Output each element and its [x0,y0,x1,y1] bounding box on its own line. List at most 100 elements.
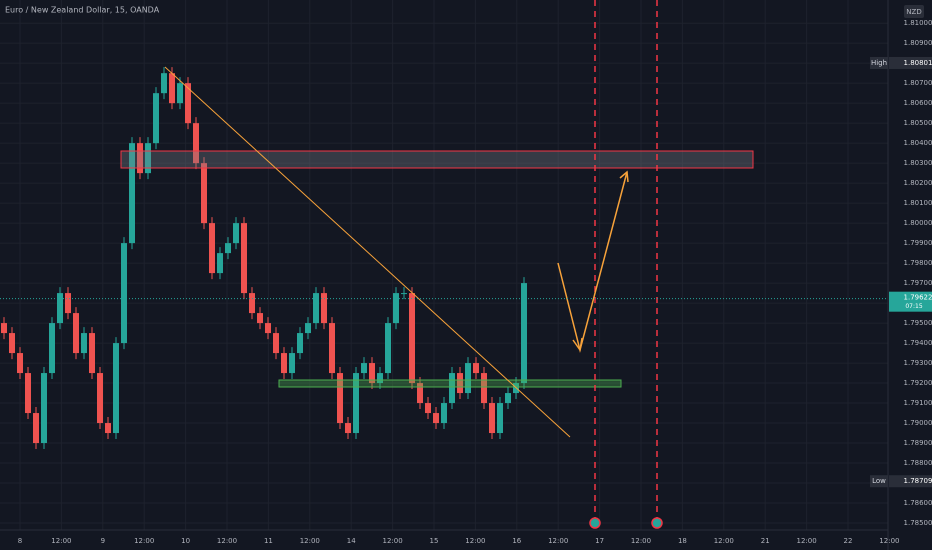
currency-button[interactable] [904,5,924,18]
candle-body [441,403,447,424]
candle-body [49,323,55,374]
candle-body [25,373,31,414]
support-zone [278,379,622,388]
candle-body [145,143,151,174]
resistance-zone [120,150,754,169]
event-marker[interactable] [651,517,663,529]
candle-body [97,373,103,424]
price-tag-label-bg [870,56,888,69]
x-tick-label: 17 [595,537,604,545]
y-tick-label: 1.80600 [904,99,932,107]
price-tag [889,56,932,69]
candle-body [449,373,455,404]
last-price-tag [889,291,932,312]
y-tick-label: 1.80700 [904,79,932,87]
last-price: 1.79622 [904,294,932,302]
countdown: 07:15 [905,303,922,310]
candle-body [473,363,479,374]
x-tick-label: 12:00 [714,537,734,545]
y-tick-label: 1.78500 [904,519,932,527]
y-tick-label: 1.79800 [904,259,932,267]
y-tick-label: 1.80300 [904,159,932,167]
candle-body [337,373,343,424]
y-tick-label: 1.81000 [904,19,932,27]
candle-body [57,293,63,324]
x-tick-label: 12:00 [134,537,154,545]
x-tick-label: 12:00 [300,537,320,545]
x-tick-label: 12:00 [217,537,237,545]
candle-body [465,363,471,394]
candle-body [505,393,511,404]
x-tick-label: 12:00 [548,537,568,545]
y-tick-label: 1.79100 [904,399,932,407]
candle-body [113,343,119,434]
arrow-head [619,170,629,183]
candle-body [33,413,39,444]
x-tick-label: 15 [430,537,439,545]
price-tag-label-bg [870,475,888,488]
candle-body [321,293,327,324]
price-tag [889,475,932,488]
candle-body [193,123,199,164]
candle-body [105,423,111,434]
y-tick-label: 1.79700 [904,279,932,287]
candle-body [241,223,247,294]
candle-body [369,363,375,384]
candle-body [137,143,143,174]
candle-body [209,223,215,274]
x-tick-label: 12:00 [797,537,817,545]
price-tag-value: 1.78709 [904,477,932,485]
x-tick-label: 11 [264,537,273,545]
x-tick-label: 8 [18,537,22,545]
candle-body [385,323,391,374]
candle-body [281,353,287,374]
x-tick-label: 14 [347,537,356,545]
y-tick-label: 1.79300 [904,359,932,367]
x-tick-label: 12:00 [631,537,651,545]
candle-body [217,253,223,274]
price-tag-value: 1.80801 [904,59,932,67]
x-tick-label: 12:00 [465,537,485,545]
candle-body [169,73,175,104]
arrow-head [572,337,583,352]
candle-body [393,293,399,324]
y-tick-label: 1.79000 [904,419,932,427]
x-tick-label: 12:00 [51,537,71,545]
candle-body [17,353,23,374]
candle-body [417,383,423,404]
x-tick-label: 16 [512,537,521,545]
candle-body [89,333,95,374]
x-tick-label: 12:00 [879,537,899,545]
candle-body [273,333,279,354]
candle-body [1,323,7,334]
candle-body [81,333,87,354]
x-tick-label: 18 [678,537,687,545]
y-tick-label: 1.80900 [904,39,932,47]
candle-body [265,323,271,334]
candle-body [497,403,503,434]
candle-body [73,313,79,354]
candle-body [377,373,383,384]
chart-title: Euro / New Zealand Dollar, 15, OANDA [5,6,160,15]
price-tag-label: High [871,59,887,67]
y-tick-label: 1.79200 [904,379,932,387]
candle-body [153,93,159,144]
candle-body [121,243,127,344]
x-tick-label: 21 [761,537,770,545]
currency: NZD [906,8,921,16]
candle-body [489,403,495,434]
candle-body [41,373,47,444]
x-tick-label: 12:00 [383,537,403,545]
candle-body [185,83,191,124]
price-tag-label: Low [872,477,886,485]
trendline [164,66,571,438]
y-tick-label: 1.80200 [904,179,932,187]
candle-body [201,163,207,224]
event-marker[interactable] [589,517,601,529]
candle-body [345,423,351,434]
candle-body [521,283,527,384]
candle-body [425,403,431,414]
candle-body [225,243,231,254]
